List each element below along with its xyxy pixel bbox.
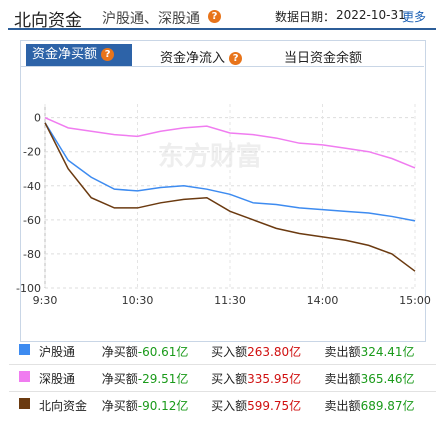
tab-rule: [20, 66, 424, 67]
series-line: [44, 116, 416, 169]
y-tick-label: -60: [23, 214, 41, 227]
sell-cell: 卖出额365.46亿: [322, 364, 436, 392]
sw-cell: [9, 338, 37, 365]
legend-swatch: [19, 371, 30, 382]
x-tick-label: 10:30: [122, 294, 154, 307]
net-value: -60.61亿: [137, 344, 189, 359]
tab-label: 资金净买额: [32, 47, 98, 62]
series-name-cell: 北向资金: [37, 391, 100, 418]
series-name-label: 北向资金: [39, 398, 88, 413]
sell-cell: 卖出额324.41亿: [323, 338, 436, 365]
sell-value: 689.87亿: [360, 398, 415, 413]
series-name-label: 沪股通: [39, 344, 76, 359]
more-link[interactable]: 更多: [402, 10, 427, 24]
date: 2022-10-31: [336, 8, 406, 22]
date-label: 数据日期：: [275, 10, 336, 24]
series-name-cell: 深股通: [37, 364, 100, 392]
legend-swatch: [19, 344, 30, 355]
sell-cell: 卖出额689.87亿: [322, 391, 436, 418]
buy-cell: 买入额599.75亿: [209, 391, 323, 418]
legend-row: 深股通 净买额-29.51亿 买入额335.95亿 卖出额365.46亿: [9, 364, 436, 392]
sell-value: 324.41亿: [360, 344, 415, 359]
y-tick-label: -80: [23, 248, 41, 261]
y-tick-label: -40: [23, 180, 41, 193]
watermark: 东方财富: [158, 141, 262, 172]
sw-cell: [9, 391, 37, 418]
tab[interactable]: 当日资金余额: [284, 47, 362, 66]
sell-label: 卖出额: [324, 371, 361, 386]
net-cell: 净买额-29.51亿: [99, 364, 210, 392]
legend-row: 沪股通 净买额-60.61亿 买入额263.80亿 卖出额324.41亿: [9, 338, 436, 365]
net-label: 净买额: [101, 371, 138, 386]
net-value: -90.12亿: [137, 398, 189, 413]
buy-label: 买入额: [211, 344, 248, 359]
sw-cell: [9, 364, 37, 392]
net-label: 净买额: [101, 344, 138, 359]
chart-panel: [20, 40, 426, 342]
series-line: [44, 122, 416, 272]
series-line: [44, 122, 416, 222]
header-rule: [8, 28, 436, 30]
sell-label: 卖出额: [324, 398, 361, 413]
buy-cell: 买入额335.95亿: [209, 364, 323, 392]
x-tick-label: 14:00: [307, 294, 339, 307]
series-name-cell: 沪股通: [37, 338, 100, 365]
buy-value: 599.75亿: [247, 398, 302, 413]
help-icon[interactable]: ?: [101, 48, 115, 61]
buy-value: 263.80亿: [247, 344, 302, 359]
sell-value: 365.46亿: [360, 371, 415, 386]
help-icon[interactable]: ?: [229, 52, 243, 65]
buy-label: 买入额: [211, 398, 248, 413]
tab-label: 当日资金余额: [284, 51, 363, 66]
buy-value: 335.95亿: [247, 371, 302, 386]
title: 北向资金: [14, 11, 82, 31]
net-label: 净买额: [101, 398, 138, 413]
y-tick-label: -100: [16, 282, 41, 295]
net-cell: 净买额-60.61亿: [100, 338, 209, 365]
buy-cell: 买入额263.80亿: [209, 338, 322, 365]
buy-label: 买入额: [211, 371, 248, 386]
legend-row: 北向资金 净买额-90.12亿 买入额599.75亿 卖出额689.87亿: [9, 391, 436, 418]
y-tick-label: 0: [34, 112, 41, 125]
tab-active[interactable]: 资金净买额 ?: [26, 44, 132, 66]
help-icon[interactable]: ?: [208, 10, 221, 23]
net-value: -29.51亿: [137, 371, 189, 386]
tab-label: 资金净流入: [160, 51, 226, 66]
x-tick-label: 11:30: [214, 294, 246, 307]
series-name-label: 深股通: [39, 371, 76, 386]
sell-label: 卖出额: [324, 344, 361, 359]
legend-table: 沪股通 净买额-60.61亿 买入额263.80亿 卖出额324.41亿 深股通 净买额-…: [9, 338, 436, 418]
y-tick-label: -20: [23, 146, 41, 159]
legend-swatch: [19, 398, 30, 409]
subtitle: 沪股通、深股通: [102, 11, 200, 27]
net-cell: 净买额-90.12亿: [99, 391, 210, 418]
x-tick-label: 15:00: [399, 294, 431, 307]
x-tick-label: 9:30: [33, 294, 58, 307]
tab[interactable]: 资金净流入 ?: [160, 47, 243, 66]
